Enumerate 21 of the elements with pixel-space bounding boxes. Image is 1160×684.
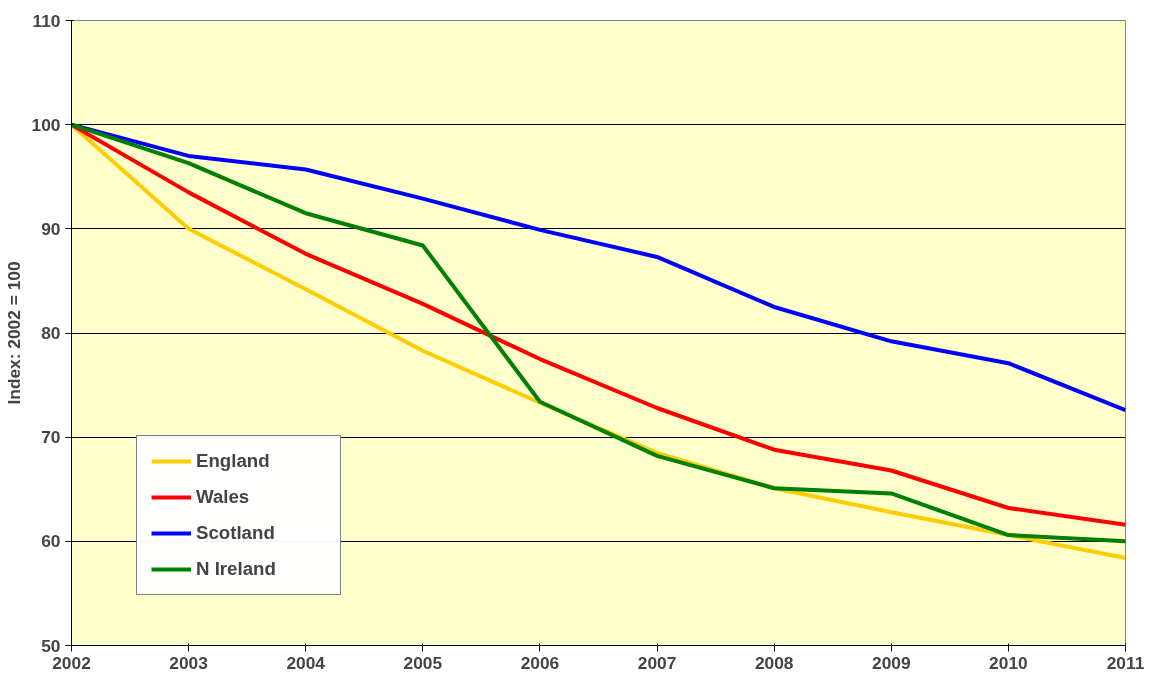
x-tick-label: 2003 bbox=[169, 652, 209, 673]
x-tick-label: 2006 bbox=[520, 652, 560, 673]
x-tick-label: 2009 bbox=[872, 652, 911, 673]
y-tick-label: 60 bbox=[41, 531, 61, 552]
y-tick-label: 70 bbox=[41, 427, 61, 448]
x-tick-label: 2010 bbox=[989, 652, 1028, 673]
y-axis-title: Index: 2002 = 100 bbox=[3, 261, 24, 405]
y-tick-label: 80 bbox=[41, 323, 61, 343]
x-tick-label: 2004 bbox=[286, 652, 326, 673]
legend-label: Scotland bbox=[196, 522, 276, 544]
x-tick-label: 2011 bbox=[1106, 652, 1145, 673]
legend-label: England bbox=[196, 450, 271, 472]
y-tick-label: 90 bbox=[41, 218, 61, 239]
x-tick-label: 2005 bbox=[403, 652, 443, 673]
legend-label: N Ireland bbox=[196, 558, 277, 580]
line-series bbox=[71, 122, 1126, 413]
x-tick-label: 2008 bbox=[754, 652, 794, 673]
x-tick-label: 2007 bbox=[637, 652, 677, 673]
y-tick-label: 100 bbox=[31, 114, 61, 135]
legend-label: Wales bbox=[196, 486, 251, 508]
y-tick-label: 110 bbox=[32, 10, 61, 31]
